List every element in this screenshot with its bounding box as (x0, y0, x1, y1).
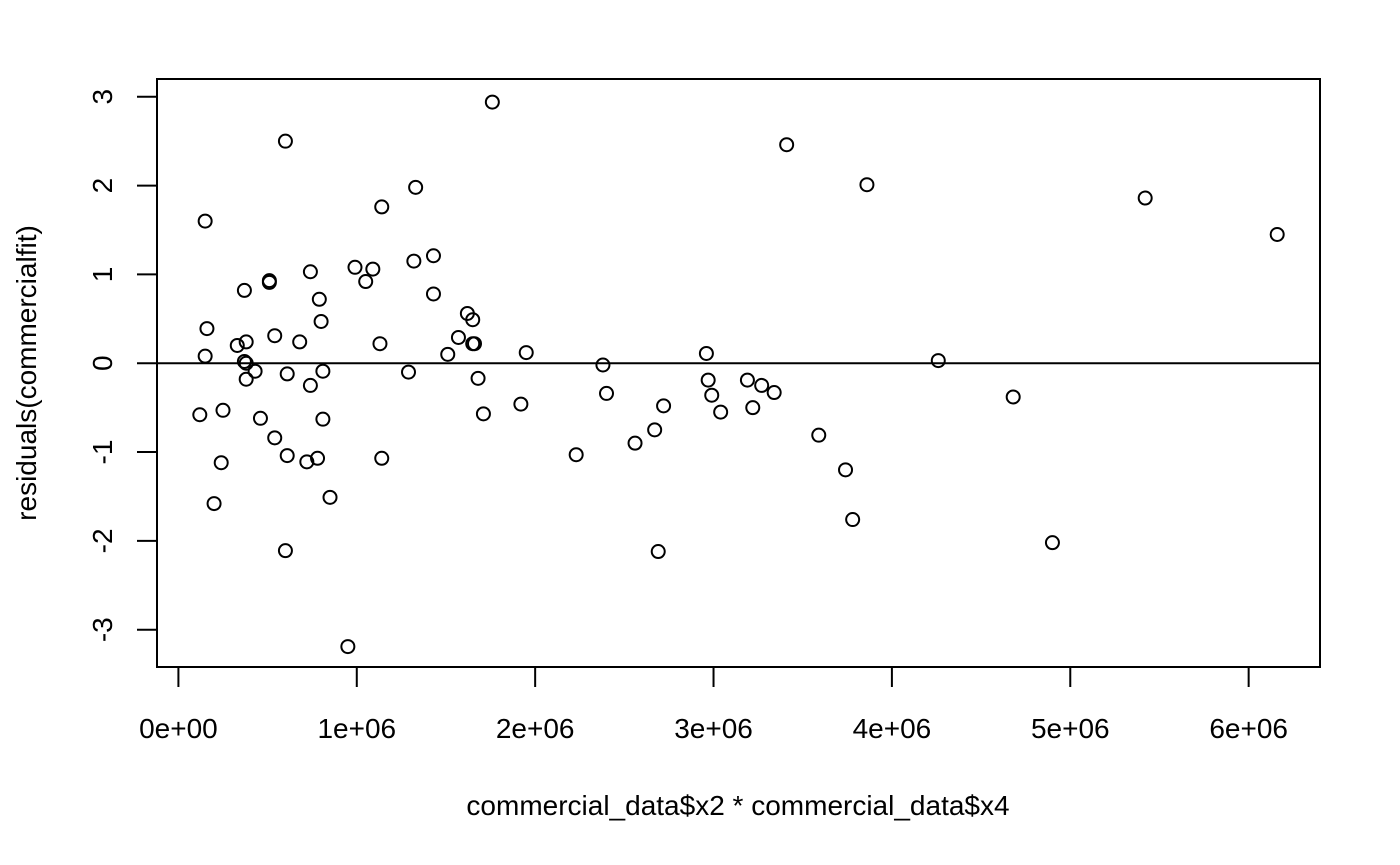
data-point (315, 363, 331, 379)
data-point (470, 370, 486, 386)
data-point (779, 137, 795, 153)
data-point (698, 345, 714, 361)
data-point (213, 455, 229, 471)
data-point (372, 336, 388, 352)
y-axis: -3 -2 -1 0 1 2 3 (87, 89, 158, 642)
data-point (310, 450, 326, 466)
x-tick-label: 2e+06 (496, 713, 575, 744)
data-point (374, 450, 390, 466)
data-point (277, 133, 293, 149)
data-point (704, 387, 720, 403)
data-point (252, 410, 268, 426)
data-point (197, 348, 213, 364)
data-point (215, 402, 231, 418)
y-tick-label: -3 (87, 617, 118, 642)
data-point (475, 406, 491, 422)
y-tick-label: -2 (87, 528, 118, 553)
data-point (347, 259, 363, 275)
data-point (229, 337, 245, 353)
data-point (1005, 389, 1021, 405)
data-point (647, 422, 663, 438)
x-tick-label: 1e+06 (317, 713, 396, 744)
data-point (568, 447, 584, 463)
data-point (627, 435, 643, 451)
data-point (465, 312, 481, 328)
data-point (261, 274, 277, 290)
y-axis-title: residuals(commercialfit) (11, 225, 42, 521)
data-point (595, 357, 611, 373)
data-point (811, 427, 827, 443)
data-point (766, 385, 782, 401)
data-point (425, 248, 441, 264)
data-point (425, 286, 441, 302)
x-tick-label: 3e+06 (674, 713, 753, 744)
data-point (340, 639, 356, 655)
data-point (315, 411, 331, 427)
data-point (700, 372, 716, 388)
data-point (197, 213, 213, 229)
data-point (302, 377, 318, 393)
data-point (401, 364, 417, 380)
y-tick-label: 1 (87, 267, 118, 283)
data-point (238, 371, 254, 387)
data-point (247, 363, 263, 379)
data-point (599, 385, 615, 401)
x-axis: 0e+00 1e+06 2e+06 3e+06 4e+06 5e+06 6e+06 (139, 666, 1288, 744)
data-point (739, 372, 755, 388)
x-tick-label: 5e+06 (1031, 713, 1110, 744)
data-point (845, 512, 861, 528)
data-point (406, 253, 422, 269)
y-tick-label: -1 (87, 440, 118, 465)
plot-frame (156, 78, 1321, 668)
data-point (838, 462, 854, 478)
data-point (206, 496, 222, 512)
x-tick-label: 6e+06 (1209, 713, 1288, 744)
y-tick-label: 2 (87, 178, 118, 194)
data-point (518, 345, 534, 361)
data-point (754, 377, 770, 393)
data-point (859, 177, 875, 193)
data-point (236, 282, 252, 298)
data-points (192, 94, 1285, 655)
data-point (650, 544, 666, 560)
data-point (374, 199, 390, 215)
data-point (267, 328, 283, 344)
data-point (199, 321, 215, 337)
data-point (238, 355, 254, 371)
data-point (236, 353, 252, 369)
data-point (292, 334, 308, 350)
data-point (484, 94, 500, 110)
data-point (238, 334, 254, 350)
data-point (1269, 226, 1285, 242)
data-point (279, 366, 295, 382)
data-point (1137, 190, 1153, 206)
data-point (467, 336, 483, 352)
data-point (513, 396, 529, 412)
data-point (277, 543, 293, 559)
x-axis-title: commercial_data$x2 * commercial_data$x4 (466, 790, 1009, 821)
data-point (302, 264, 318, 280)
data-point (313, 313, 329, 329)
data-point (440, 346, 456, 362)
data-point (656, 398, 672, 414)
data-point (713, 404, 729, 420)
data-point (267, 430, 283, 446)
data-point (408, 179, 424, 195)
data-point (450, 329, 466, 345)
data-point (279, 448, 295, 464)
data-point (322, 489, 338, 505)
x-tick-label: 0e+00 (139, 713, 218, 744)
data-point (930, 353, 946, 369)
data-point (365, 261, 381, 277)
data-point (358, 274, 374, 290)
x-tick-label: 4e+06 (853, 713, 932, 744)
y-tick-label: 3 (87, 89, 118, 105)
y-tick-label: 0 (87, 355, 118, 371)
data-point (1044, 535, 1060, 551)
data-point (192, 407, 208, 423)
data-point (745, 400, 761, 416)
data-point (311, 291, 327, 307)
